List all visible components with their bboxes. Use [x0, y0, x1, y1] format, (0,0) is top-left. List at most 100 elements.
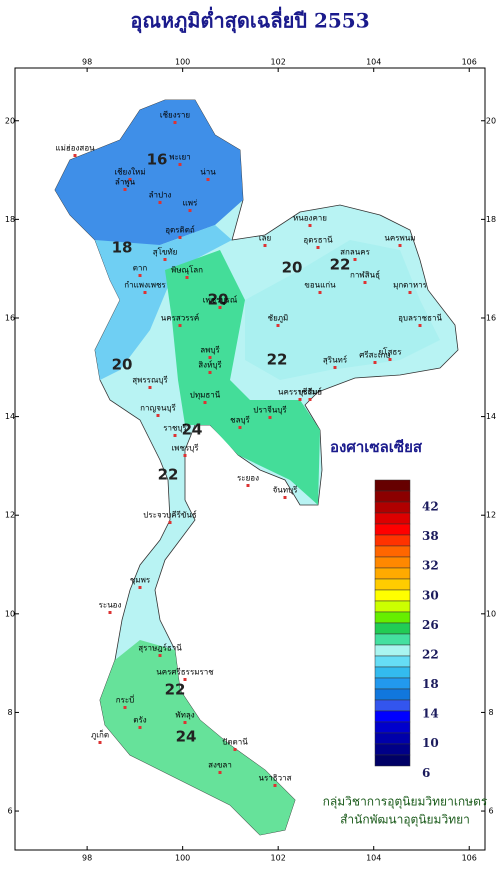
place-marker: [185, 276, 189, 279]
place-label: ตรัง: [133, 716, 146, 725]
place-marker: [208, 371, 212, 374]
contour-label: 22: [165, 681, 186, 699]
legend-label: 6: [422, 766, 430, 780]
place-marker: [308, 398, 312, 401]
place-marker: [158, 654, 162, 657]
place-marker: [246, 484, 250, 487]
place-label: น่าน: [200, 168, 216, 177]
place-label: เชียงใหม่: [114, 168, 145, 177]
place-marker: [203, 401, 207, 404]
warm-zone: [165, 250, 320, 505]
legend-swatch: [374, 545, 411, 558]
legend-swatch: [374, 611, 411, 624]
legend-swatch: [374, 633, 411, 646]
contour-label: 18: [112, 239, 133, 257]
place-marker: [206, 178, 210, 181]
place-marker: [188, 209, 192, 212]
legend-swatch: [374, 534, 411, 547]
legend-label: 32: [422, 559, 439, 573]
place-label: มุกดาหาร: [393, 281, 428, 290]
place-marker: [218, 306, 222, 309]
y-tick-label: 12: [486, 511, 496, 520]
mild-zone: [95, 225, 232, 380]
place-marker: [73, 154, 77, 157]
place-label: ชุมพร: [130, 576, 151, 585]
legend-swatch: [374, 589, 411, 602]
y-tick-label: 8: [7, 708, 12, 717]
place-label: สกลนคร: [340, 248, 370, 257]
x-tick-label: 104: [366, 854, 381, 863]
legend-label: 18: [422, 677, 439, 691]
place-marker: [138, 274, 142, 277]
place-label: ลำปาง: [149, 191, 172, 200]
place-marker: [408, 291, 412, 294]
place-label: ปัตตานี: [222, 738, 248, 747]
contour-label: 20: [208, 291, 229, 309]
legend-swatch: [374, 523, 411, 536]
place-label: แม่ฮ่องสอน: [55, 144, 95, 153]
map-shapes: [54, 99, 459, 836]
place-marker: [316, 246, 320, 249]
x-tick-label: 102: [271, 854, 286, 863]
legend-label: 26: [422, 618, 439, 632]
place-marker: [183, 454, 187, 457]
place-marker: [148, 386, 152, 389]
place-marker: [333, 366, 337, 369]
legend-label: 14: [422, 707, 439, 721]
place-label: ราชบุรี: [163, 424, 187, 433]
place-label: เลย: [259, 234, 271, 243]
place-marker: [108, 611, 112, 614]
contour-label: 24: [182, 421, 203, 439]
y-tick-label: 10: [486, 609, 496, 618]
place-label: หนองคาย: [293, 214, 327, 223]
legend-swatch: [374, 490, 411, 503]
place-label: อุตรดิตถ์: [165, 225, 195, 235]
place-marker: [363, 281, 367, 284]
x-tick-label: 100: [175, 854, 190, 863]
place-marker: [388, 358, 392, 361]
legend-swatch: [374, 578, 411, 591]
contour-label: 24: [176, 728, 197, 746]
place-label: บุรีรัมย์: [298, 387, 322, 397]
place-label: นราธิวาส: [258, 774, 291, 783]
y-tick-label: 18: [486, 215, 496, 224]
legend-swatch: [374, 655, 411, 668]
y-tick-label: 16: [486, 313, 496, 322]
place-label: ประจวบคีรีขันธ์: [143, 510, 197, 520]
x-tick-label: 106: [462, 58, 477, 67]
place-marker: [208, 356, 212, 359]
legend-swatch: [374, 688, 411, 701]
place-marker: [276, 324, 280, 327]
legend-label: 42: [422, 500, 439, 514]
legend-swatch: [374, 677, 411, 690]
place-label: นครพนม: [384, 234, 415, 243]
contour-label: 16: [147, 151, 168, 169]
place-marker: [218, 771, 222, 774]
y-tick-label: 20: [5, 116, 15, 125]
place-marker: [183, 721, 187, 724]
y-tick-label: 12: [5, 511, 15, 520]
y-tick-label: 14: [5, 412, 15, 421]
place-marker: [238, 426, 242, 429]
legend-swatch: [374, 699, 411, 712]
place-label: ตาก: [133, 264, 148, 273]
y-tick-label: 10: [5, 609, 15, 618]
place-label: สุโขทัย: [153, 247, 178, 257]
legend-swatch: [374, 556, 411, 569]
x-tick-label: 104: [366, 58, 381, 67]
y-tick-label: 16: [5, 313, 15, 322]
place-label: สงขลา: [208, 761, 232, 770]
place-marker: [128, 178, 132, 181]
place-marker: [373, 361, 377, 364]
legend-swatch: [374, 754, 411, 767]
legend-swatch: [374, 600, 411, 613]
place-marker: [156, 414, 160, 417]
place-marker: [178, 324, 182, 327]
place-marker: [398, 244, 402, 247]
y-tick-label: 6: [7, 807, 12, 816]
legend-label: 22: [422, 647, 439, 661]
place-label: พะเยา: [169, 153, 190, 162]
legend-swatch: [374, 710, 411, 723]
place-label: ลำพูน: [115, 178, 136, 188]
